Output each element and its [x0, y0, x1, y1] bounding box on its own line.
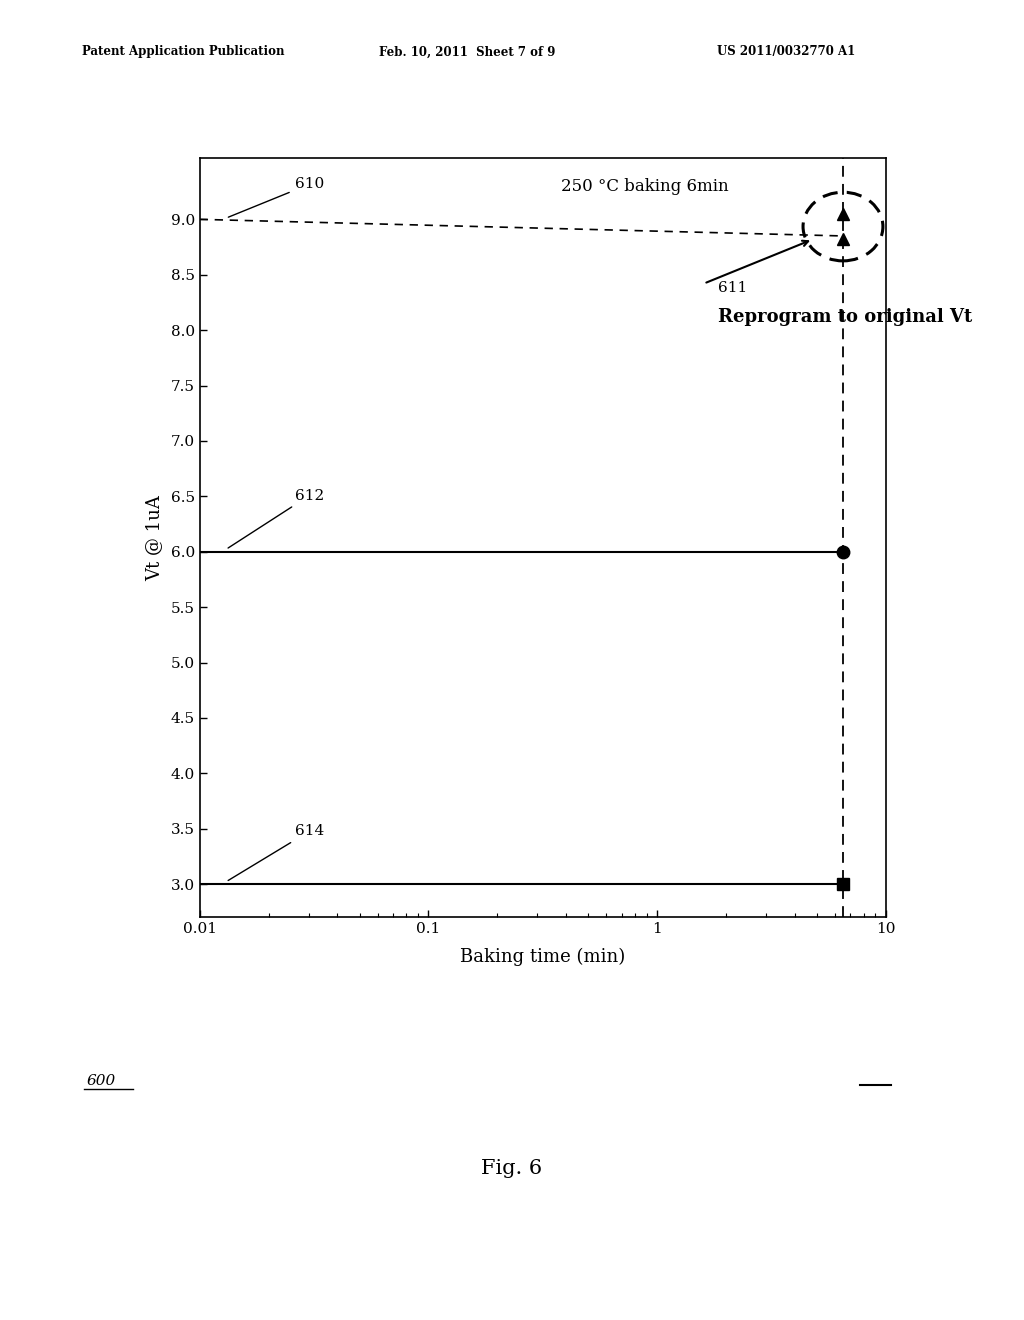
Text: 611: 611: [718, 281, 748, 294]
Text: 600: 600: [87, 1074, 117, 1088]
X-axis label: Baking time (min): Baking time (min): [460, 948, 626, 966]
Y-axis label: Vt @ 1uA: Vt @ 1uA: [145, 495, 164, 581]
Text: Reprogram to original Vt: Reprogram to original Vt: [718, 308, 973, 326]
Text: Fig. 6: Fig. 6: [481, 1159, 543, 1177]
Text: Patent Application Publication: Patent Application Publication: [82, 45, 285, 58]
Text: 610: 610: [228, 177, 324, 218]
Text: US 2011/0032770 A1: US 2011/0032770 A1: [717, 45, 855, 58]
Text: Feb. 10, 2011  Sheet 7 of 9: Feb. 10, 2011 Sheet 7 of 9: [379, 45, 555, 58]
Text: 614: 614: [228, 825, 324, 880]
Text: 612: 612: [228, 488, 324, 548]
Text: 250 °C baking 6min: 250 °C baking 6min: [561, 178, 729, 194]
